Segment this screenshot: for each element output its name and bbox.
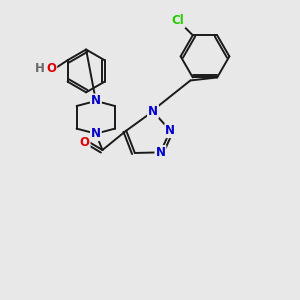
Text: N: N bbox=[165, 124, 175, 137]
Text: N: N bbox=[155, 146, 165, 159]
Text: Cl: Cl bbox=[172, 14, 184, 27]
Text: N: N bbox=[91, 127, 101, 140]
Text: O: O bbox=[46, 62, 56, 75]
Text: H: H bbox=[34, 62, 44, 75]
Text: O: O bbox=[80, 136, 90, 149]
Text: N: N bbox=[148, 105, 158, 118]
Text: N: N bbox=[91, 94, 101, 107]
